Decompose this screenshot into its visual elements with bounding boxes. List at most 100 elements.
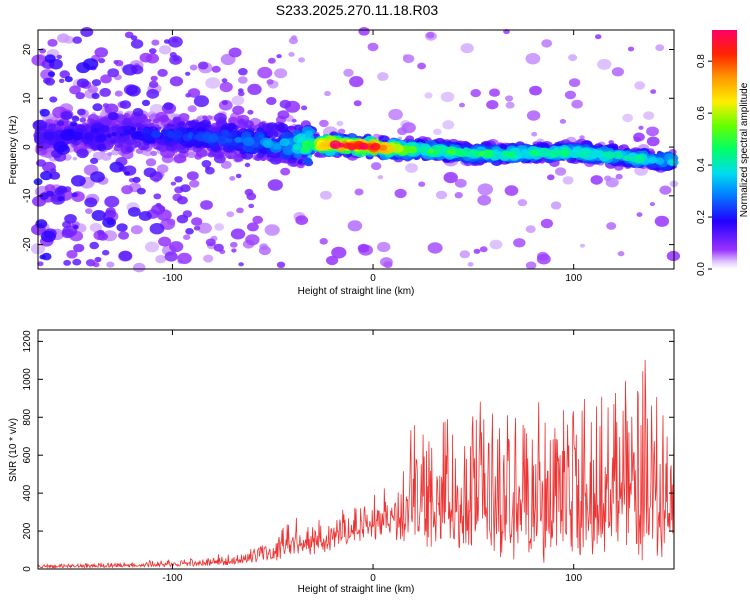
heatmap-cell	[230, 241, 238, 248]
heatmap-cell	[200, 200, 213, 210]
x-tick-label: 100	[565, 273, 582, 284]
heatmap-cell	[231, 95, 245, 106]
heatmap-cell	[559, 119, 567, 124]
heatmap-cell	[547, 174, 555, 181]
heatmap-cell	[405, 163, 418, 173]
heatmap-cell	[109, 161, 124, 173]
figure-title: S233.2025.270.11.18.R03	[276, 2, 439, 18]
heatmap-cell	[266, 151, 272, 155]
heatmap-cell	[145, 53, 159, 64]
heatmap-cell	[478, 151, 485, 156]
heatmap-cell	[145, 158, 157, 167]
heatmap-cell	[435, 190, 448, 200]
heatmap-cell	[347, 220, 363, 232]
heatmap-cell	[72, 156, 78, 161]
heatmap-cell	[298, 57, 306, 63]
heatmap-cell	[247, 222, 259, 232]
heatmap-cell	[149, 223, 165, 235]
heatmap-cell	[633, 132, 645, 142]
heatmap-cell	[94, 256, 102, 263]
heatmap-cell	[169, 54, 183, 65]
heatmap-cell	[358, 27, 370, 36]
heatmap-cell	[220, 129, 230, 137]
heatmap-cell	[176, 196, 188, 205]
heatmap-cell	[459, 102, 465, 108]
heatmap-cell	[237, 153, 243, 158]
heatmap-cell	[357, 243, 370, 253]
heatmap-cell	[525, 53, 541, 65]
heatmap-cell	[213, 243, 224, 252]
heatmap-cell	[388, 108, 403, 121]
heatmap-cell	[153, 193, 162, 200]
heatmap-cell	[71, 175, 86, 187]
heatmap-cell	[163, 102, 174, 110]
heatmap-cell	[100, 74, 112, 84]
heatmap-cell	[156, 164, 169, 174]
heatmap-cell	[166, 123, 172, 127]
heatmap-cell	[301, 105, 308, 111]
heatmap-cell	[85, 259, 96, 267]
heatmap-cell	[301, 140, 311, 148]
heatmap-cell	[279, 99, 291, 109]
heatmap-cell	[110, 139, 116, 144]
heatmap-cell	[353, 100, 362, 107]
heatmap-cell	[331, 246, 347, 259]
heatmap-cell	[307, 154, 313, 158]
heatmap-cell	[219, 81, 233, 93]
heatmap-cell	[57, 196, 65, 202]
heatmap-cell	[419, 146, 426, 152]
x-tick-label: 0	[370, 273, 376, 284]
heatmap-cell	[276, 261, 286, 268]
heatmap-cell	[245, 234, 260, 246]
heatmap-cell	[489, 88, 500, 97]
heatmap-cell	[59, 70, 70, 79]
heatmap-cell	[383, 261, 393, 269]
heatmap-cell	[70, 121, 77, 127]
heatmap-cell	[276, 123, 289, 133]
colorbar-label: Normalized spectral amplitude	[739, 82, 750, 217]
heatmap-cell	[136, 187, 146, 195]
heatmap-cell	[443, 172, 458, 184]
heatmap-cell	[238, 68, 248, 76]
snr-frame	[37, 329, 675, 570]
heatmap-cell	[358, 144, 366, 150]
y-tick-label: 600	[22, 446, 33, 463]
heatmap-cell	[76, 148, 89, 159]
colorbar-gradient	[712, 30, 737, 269]
heatmap-cell	[189, 64, 198, 71]
heatmap-cell	[170, 124, 176, 128]
heatmap-cell	[201, 160, 212, 168]
heatmap-cell	[243, 120, 254, 129]
heatmap-cell	[46, 190, 54, 197]
heatmap-cell	[191, 217, 203, 226]
heatmap-cell	[106, 133, 112, 138]
heatmap-cell	[659, 185, 672, 195]
heatmap-cell	[69, 85, 81, 95]
heatmap-cell	[47, 71, 56, 77]
heatmap-cell	[486, 100, 499, 110]
heatmap-cell	[40, 230, 56, 243]
heatmap-cell	[208, 134, 219, 143]
spectrogram-frame	[37, 29, 675, 270]
heatmap-cell	[203, 254, 214, 263]
heatmap-cell	[58, 78, 65, 84]
colorbar: 0.0 0.2 0.4 0.6 0.8 Normalized spectral ampl…	[696, 30, 750, 276]
colorbar-ticks: 0.0 0.2 0.4 0.6 0.8	[696, 54, 712, 276]
heatmap-cell	[125, 146, 134, 153]
heatmap-cell	[44, 54, 56, 63]
heatmap-cell	[655, 44, 665, 52]
heatmap-cell	[228, 47, 242, 58]
heatmap-cell	[666, 250, 681, 262]
heatmap-cell	[110, 125, 118, 132]
heatmap-cell	[64, 214, 77, 224]
heatmap-cell	[377, 72, 389, 81]
heatmap-cell	[56, 120, 65, 127]
heatmap-cell	[531, 131, 538, 137]
heatmap-cell	[44, 77, 56, 86]
y-tick-label: 1000	[22, 368, 33, 391]
heatmap-cell	[83, 132, 95, 141]
snr-x-axis-label: Height of straight line (km)	[298, 584, 415, 595]
spectrogram-y-axis-label: Frequency (Hz)	[8, 116, 19, 185]
